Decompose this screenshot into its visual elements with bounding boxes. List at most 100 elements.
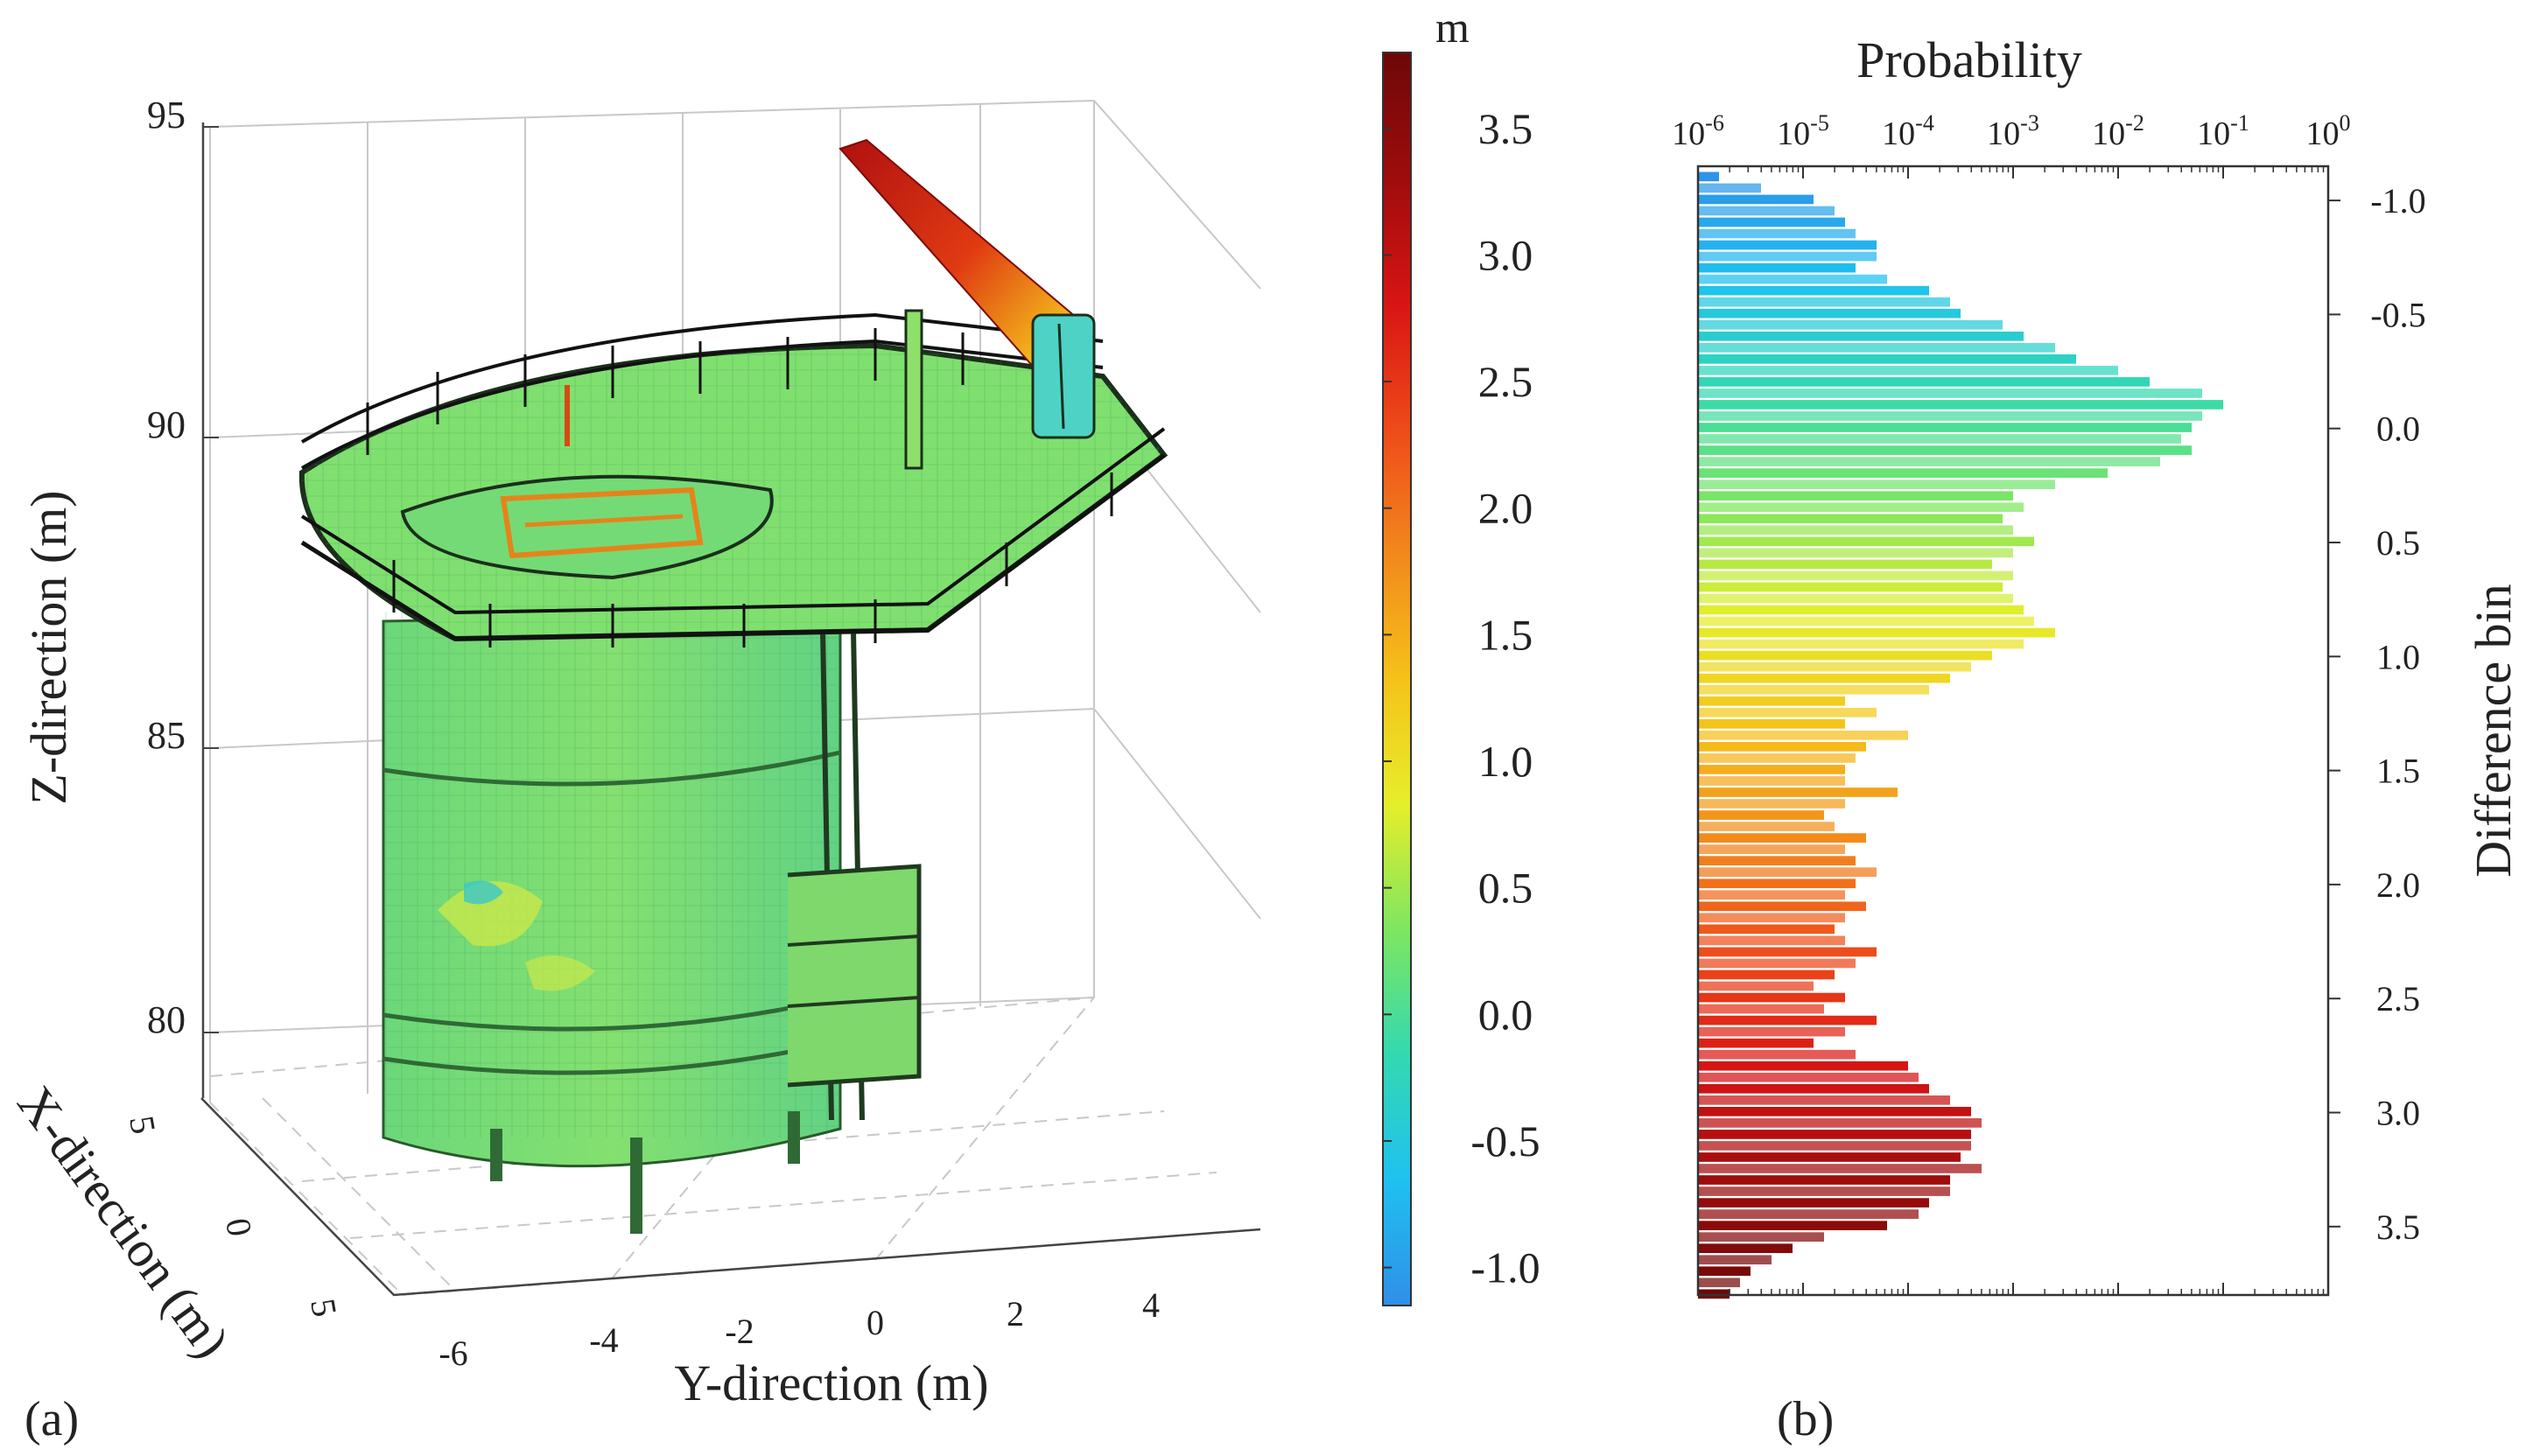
panel-a-label: (a) — [25, 1392, 79, 1446]
histogram-bar — [1698, 240, 1877, 250]
histogram-bar — [1698, 605, 2024, 615]
histogram-bar — [1698, 856, 1856, 866]
histogram-bar — [1698, 1186, 1950, 1196]
histogram-bar — [1698, 1141, 1971, 1151]
histogram-bar — [1698, 1049, 1856, 1060]
histogram-bar — [1698, 1278, 1740, 1288]
histogram-bar — [1698, 548, 2013, 558]
histogram-bar — [1698, 194, 1814, 205]
histogram-bar — [1698, 1221, 1887, 1230]
histogram-bar — [1698, 878, 1856, 889]
histogram-bar — [1698, 400, 2223, 410]
histogram-bar — [1698, 627, 2055, 638]
histogram-bar — [1698, 707, 1877, 718]
histogram-bar — [1698, 423, 2192, 432]
histogram-bar — [1698, 650, 1992, 661]
histogram-bar — [1698, 502, 2024, 513]
z-axis-label: Z-direction (m) — [20, 490, 77, 804]
colorbar-tick-label: 0.0 — [1478, 990, 1533, 1039]
histogram-bar — [1698, 172, 1719, 182]
y-axis-label: Y-direction (m) — [674, 1354, 988, 1411]
axis-baseline — [200, 1097, 1261, 1297]
histogram-bar — [1698, 924, 1835, 934]
histogram-bar — [1698, 262, 1856, 273]
histogram-bar — [1698, 411, 2202, 421]
colorbar-tick-label: 2.5 — [1478, 357, 1533, 406]
histogram-bar — [1698, 1232, 1824, 1242]
histogram-bar — [1698, 810, 1824, 820]
histogram-bar — [1698, 935, 1845, 946]
y-tick-label: 1.5 — [2376, 752, 2420, 791]
histogram-y-ticks: -1.0 -0.5 0.0 0.5 1.0 1.5 2.0 2.5 3.0 3.5 — [2328, 181, 2426, 1247]
histogram-bar — [1698, 1209, 1919, 1219]
histogram-bar — [1698, 274, 1887, 284]
histogram-bar — [1698, 468, 2108, 478]
histogram-bar — [1698, 285, 1929, 296]
histogram-bar — [1698, 970, 1835, 980]
x-ticks: 5 0 5 — [122, 1113, 345, 1320]
histogram-bar — [1698, 354, 2076, 364]
histogram-bar — [1698, 377, 2150, 387]
histogram-bar — [1698, 228, 1856, 239]
histogram-bar — [1698, 445, 2192, 455]
z-tick-90: 90 — [147, 403, 186, 446]
histogram-bar — [1698, 1175, 1950, 1185]
histogram-bar — [1698, 593, 2013, 604]
histogram-bar — [1698, 673, 1950, 683]
colorbar-tick-label: 0.5 — [1478, 864, 1533, 913]
y-tick-label: -0.5 — [2370, 295, 2425, 334]
histogram-bar — [1698, 992, 1845, 1003]
histogram-bar — [1698, 183, 1761, 193]
histogram-bar — [1698, 822, 1835, 831]
x-tick-label: 10-6 — [1672, 110, 1724, 152]
x-tick-label: 10-4 — [1882, 110, 1934, 152]
histogram-bar — [1698, 308, 1961, 318]
histogram-bar — [1698, 947, 1877, 957]
histogram-bar — [1698, 1004, 1824, 1014]
y-tick-4: 4 — [1142, 1285, 1160, 1325]
histogram-bar — [1698, 457, 2160, 466]
histogram-bar — [1698, 788, 1898, 797]
x-tick-5-top: 5 — [122, 1113, 164, 1138]
colorbar-tick-label: 1.0 — [1478, 737, 1533, 786]
y-tick-label: -1.0 — [2370, 181, 2425, 220]
histogram-bar — [1698, 366, 2118, 375]
y-tick-label: 3.5 — [2376, 1208, 2420, 1247]
z-tick-80: 80 — [147, 998, 186, 1041]
y-ticks: -6 -4 -2 0 2 4 — [439, 1285, 1160, 1373]
histogram-bar — [1698, 217, 1845, 228]
histogram-bars — [1698, 172, 2223, 1299]
histogram-bar — [1698, 799, 1845, 808]
z-tick-85: 85 — [147, 714, 186, 757]
histogram-bar — [1698, 434, 2181, 444]
colorbar-tick-label: 2.0 — [1478, 484, 1533, 533]
y-tick-neg4: -4 — [589, 1320, 618, 1360]
histogram-bar — [1698, 1243, 1793, 1254]
x-tick-0: 0 — [218, 1215, 260, 1240]
histogram-bar — [1698, 297, 1950, 307]
histogram-bar — [1698, 1095, 1950, 1105]
y-tick-neg6: -6 — [439, 1334, 467, 1373]
histogram-bar — [1698, 1083, 1929, 1094]
histogram-bar — [1698, 1164, 1982, 1173]
colorbar: m -1.0 -0.5 0.0 0.5 1.0 1.5 2.0 2.5 3.0 3.5 — [1382, 3, 1540, 1306]
x-tick-label: 100 — [2306, 110, 2351, 152]
histogram-bar — [1698, 901, 1866, 912]
crane-boom — [838, 138, 1096, 439]
colorbar-tick-label: -0.5 — [1470, 1116, 1540, 1166]
histogram-bar — [1698, 958, 1856, 969]
histogram-bar — [1698, 844, 1845, 854]
colorbar-unit: m — [1435, 3, 1470, 52]
histogram-bar — [1698, 1026, 1845, 1037]
histogram-bar — [1698, 388, 2202, 398]
histogram-bar — [1698, 684, 1929, 695]
histogram-bar — [1698, 765, 1845, 774]
x-tick-label: 10-3 — [1987, 110, 2039, 152]
histogram-bar — [1698, 251, 1877, 262]
histogram-bar — [1698, 491, 2013, 501]
histogram-bar — [1698, 319, 2003, 330]
y-tick-label: 1.0 — [2376, 637, 2420, 676]
histogram-bar — [1698, 1130, 1971, 1139]
colorbar-tick-label: 3.0 — [1478, 230, 1533, 279]
panel-a-3d-view: 95 90 85 80 Z-direction (m) 5 0 5 X-dire… — [6, 94, 1261, 1446]
